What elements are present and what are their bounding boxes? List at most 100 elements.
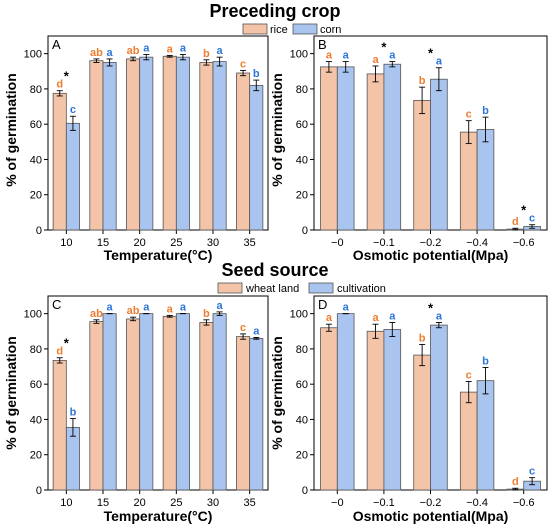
legend-swatch-corn <box>292 23 318 35</box>
bar-series2 <box>102 62 117 231</box>
bar-series1 <box>89 321 104 491</box>
y-tick-label: 0 <box>302 225 308 237</box>
bar-series2 <box>249 337 264 491</box>
significance-star: * <box>64 336 70 351</box>
significance-letter: b <box>253 68 260 80</box>
significance-letter: ab <box>127 305 140 317</box>
bar-series1 <box>320 327 338 491</box>
y-axis-title: % of germination <box>269 73 285 187</box>
bar-series1 <box>126 318 141 491</box>
significance-letter: c <box>529 213 535 225</box>
significance-star: * <box>381 40 387 55</box>
significance-letter: a <box>389 50 396 62</box>
significance-letter: b <box>419 333 426 345</box>
bar-series1 <box>236 72 251 231</box>
x-tick-label: 35 <box>244 237 256 249</box>
legend-label-rice: rice <box>270 24 288 36</box>
bar-series1 <box>236 336 251 491</box>
y-axis-title: % of germination <box>3 336 19 450</box>
significance-letter: a <box>343 302 350 314</box>
bar-series1 <box>126 58 141 231</box>
legend-label-cultivation: cultivation <box>337 283 386 295</box>
significance-letter: a <box>143 43 150 55</box>
x-tick-label: −0.2 <box>420 497 442 509</box>
legend-label-wheat-land: wheat land <box>245 283 299 295</box>
legend-swatch-rice <box>242 23 268 35</box>
y-tick-label: 100 <box>24 309 42 321</box>
significance-letter: b <box>70 407 77 419</box>
bar-series2 <box>102 313 117 491</box>
significance-letter: a <box>143 302 150 314</box>
significance-letter: b <box>419 75 426 87</box>
significance-letter: d <box>56 346 63 358</box>
x-tick-label: −0.1 <box>373 237 395 249</box>
significance-letter: a <box>372 312 379 324</box>
y-axis-title: % of germination <box>3 73 19 187</box>
x-tick-label: −0.4 <box>466 497 488 509</box>
significance-letter: a <box>167 43 174 55</box>
bar-series2 <box>430 324 448 491</box>
y-tick-label: 60 <box>296 119 308 131</box>
y-tick-label: 40 <box>30 154 42 166</box>
legend-preceding-crop: rice corn <box>242 23 341 36</box>
bar-series1 <box>366 73 385 231</box>
x-axis-title: Temperature(°C) <box>104 508 213 524</box>
bar-series2 <box>212 61 227 231</box>
bar-series1 <box>52 359 67 491</box>
significance-letter: a <box>372 54 379 66</box>
panel-a-chart: A 0 20 40 60 80 100 % of germination Temperature… <box>3 35 269 263</box>
significance-letter: a <box>436 56 443 68</box>
bar-series2 <box>175 56 190 231</box>
significance-star: * <box>64 69 70 84</box>
x-tick-label: 10 <box>60 237 72 249</box>
significance-letter: a <box>180 302 187 314</box>
bar-series1 <box>366 330 385 491</box>
plot-frame <box>47 295 269 491</box>
y-tick-label: 80 <box>296 84 308 96</box>
plot-frame <box>47 35 269 231</box>
x-axis-title: Osmotic potential(Mpa) <box>353 247 509 263</box>
significance-letter: d <box>56 79 63 91</box>
x-tick-label: −0.6 <box>513 237 535 249</box>
x-tick-label: 20 <box>134 237 146 249</box>
bar-series2 <box>430 78 448 231</box>
bar-series2 <box>249 84 264 231</box>
significance-letter: c <box>466 109 472 121</box>
significance-star: * <box>521 203 527 218</box>
bar-series2 <box>212 313 227 491</box>
y-tick-label: 60 <box>30 119 42 131</box>
bar-series2 <box>336 66 355 231</box>
y-tick-label: 100 <box>24 49 42 61</box>
panel-letter: C <box>52 297 61 312</box>
bar-series1 <box>413 354 431 491</box>
panel-b-chart: B 0 20 40 60 80 100 % of germination Osmotic pot… <box>269 35 548 263</box>
significance-letter: a <box>253 325 260 337</box>
significance-letter: a <box>217 45 224 57</box>
significance-letter: c <box>240 322 246 334</box>
x-tick-label: −0.6 <box>513 497 535 509</box>
significance-letter: c <box>70 104 76 116</box>
bar-series1 <box>162 315 177 491</box>
x-tick-label: 25 <box>170 497 182 509</box>
panel-letter: B <box>318 37 327 52</box>
significance-star: * <box>428 300 434 315</box>
significance-letter: a <box>167 303 174 315</box>
legend-swatch-wheat-land <box>217 282 243 294</box>
x-tick-label: 20 <box>134 497 146 509</box>
significance-letter: c <box>466 370 472 382</box>
bar-series1 <box>413 99 431 231</box>
bar-series1 <box>89 60 104 231</box>
panel-letter: A <box>52 37 61 52</box>
bar-series1 <box>320 66 338 231</box>
bar-series2 <box>476 129 495 231</box>
y-tick-label: 20 <box>30 450 42 462</box>
significance-letter: b <box>203 48 210 60</box>
significance-letter: c <box>240 58 246 70</box>
y-tick-label: 0 <box>36 225 42 237</box>
x-tick-label: 35 <box>244 497 256 509</box>
y-tick-label: 20 <box>296 190 308 202</box>
y-axis-title: % of germination <box>269 336 285 450</box>
x-tick-label: 30 <box>207 497 219 509</box>
bar-series1 <box>52 92 67 231</box>
